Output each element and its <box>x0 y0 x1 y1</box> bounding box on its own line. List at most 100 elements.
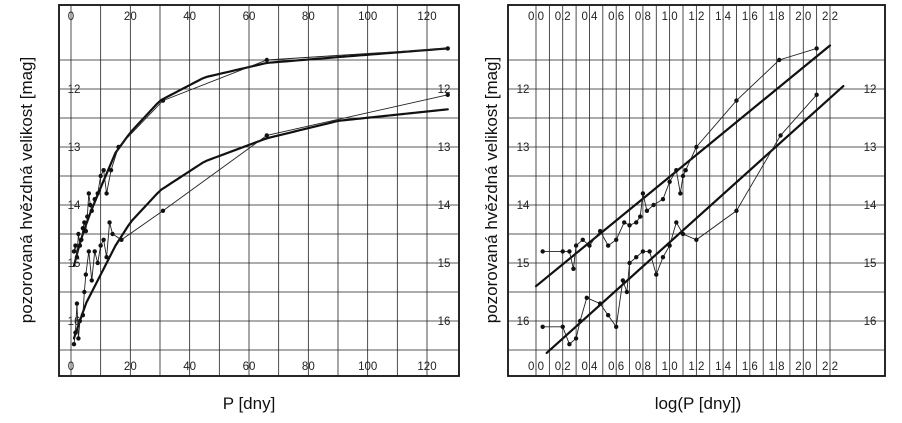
x-tick-label-bottom: 80 <box>302 361 315 373</box>
min-data-point <box>624 289 630 295</box>
min-data-point <box>584 295 589 300</box>
x-tick-label-bottom: 2.0 <box>795 361 811 373</box>
max-data-point <box>98 173 103 179</box>
min-data-point <box>86 249 92 254</box>
x-tick-label-bottom: 20 <box>124 361 137 373</box>
x-tick-label-top: 0.6 <box>608 11 624 23</box>
y-tick-label-left: 12 <box>517 84 530 96</box>
min-data-point <box>597 301 603 306</box>
min-data-point <box>445 92 450 98</box>
max-data-point <box>80 226 86 231</box>
min-data-point <box>674 220 679 225</box>
min-data-point <box>605 313 611 318</box>
x-tick-label-top: 100 <box>358 11 377 23</box>
max-fit-line <box>72 47 449 267</box>
min-data-point <box>89 278 94 283</box>
y-tick-label-right: 14 <box>438 200 451 212</box>
min-data-point <box>82 289 87 295</box>
max-data-point <box>83 228 89 234</box>
max-data-point <box>644 208 650 213</box>
max-data-point <box>734 98 739 103</box>
x-tick-label-top: 0 <box>68 11 74 23</box>
x-tick-label-top: 1.6 <box>742 11 758 23</box>
max-data-point <box>77 243 83 248</box>
max-fit-line <box>534 44 832 288</box>
max-data-point <box>777 57 782 63</box>
y-tick-label-left: 15 <box>68 258 81 270</box>
min-data-point <box>634 255 639 260</box>
min-data-point <box>110 231 115 237</box>
max-data-point <box>580 237 585 242</box>
x-tick-label-top: 120 <box>417 11 436 23</box>
min-data-point <box>74 301 80 306</box>
max-data-point <box>680 173 686 179</box>
min-data-point <box>778 133 783 138</box>
left-tick-labels: 0 0 20 20 40 40 60 60 80 80 100 100 120 120 12 12 13 13 14… <box>68 11 451 373</box>
max-data-point <box>85 214 90 219</box>
x-tick-label-bottom: 1.2 <box>688 361 704 373</box>
min-fit-line <box>545 85 845 354</box>
max-data-point <box>667 179 672 184</box>
max-data-point <box>694 144 699 150</box>
min-fit-line <box>72 108 449 340</box>
max-data-point <box>540 249 545 254</box>
max-data-point <box>587 243 592 248</box>
right-tick-labels: 0.0 0.0 0.2 0.2 0.4 0.4 0.6 0.6 0.8 0.8 1.0 1.0 1.2 1… <box>517 11 877 373</box>
min-data-point <box>814 92 819 98</box>
max-data-point <box>89 208 94 213</box>
x-tick-label-bottom: 1.6 <box>742 361 758 373</box>
y-tick-label-left: 14 <box>68 200 81 212</box>
min-data-point <box>694 237 699 242</box>
x-tick-label-bottom: 120 <box>417 361 436 373</box>
max-data-point <box>116 144 121 150</box>
min-data-point <box>567 342 572 347</box>
x-tick-label-top: 2.0 <box>795 11 811 23</box>
max-data-point <box>571 266 576 271</box>
max-data-point <box>627 223 632 228</box>
x-tick-label-top: 1.8 <box>769 11 785 23</box>
left-plot-frame <box>58 4 460 377</box>
min-data-point <box>107 220 112 225</box>
y-tick-label-right: 14 <box>864 200 877 212</box>
max-data-point <box>560 249 565 254</box>
max-data-point <box>79 237 84 242</box>
x-tick-label-top: 2.2 <box>822 11 838 23</box>
min-data-point <box>577 318 583 324</box>
min-data-point <box>80 313 86 318</box>
x-tick-label-bottom: 1.0 <box>662 361 678 373</box>
left-x-axis-label: P [dny] <box>223 394 276 413</box>
x-tick-label-bottom: 2.2 <box>822 361 838 373</box>
y-tick-label-left: 14 <box>517 200 530 212</box>
x-tick-label-top: 0.8 <box>635 11 651 23</box>
max-data-point <box>86 191 92 196</box>
max-observation-line <box>542 47 817 269</box>
max-data-point <box>638 214 643 219</box>
max-data-point <box>76 231 81 237</box>
y-tick-label-left: 13 <box>517 142 530 154</box>
x-tick-label-bottom: 0.8 <box>635 361 651 373</box>
min-data-point <box>101 237 106 242</box>
max-data-point <box>264 57 269 63</box>
max-data-point <box>660 197 666 202</box>
left-data-marks <box>71 46 450 347</box>
y-tick-label-left: 16 <box>517 316 530 328</box>
max-data-point <box>613 237 619 242</box>
left-grid <box>59 5 459 376</box>
min-data-point <box>119 237 124 242</box>
y-tick-label-right: 13 <box>438 142 451 154</box>
max-data-point <box>101 168 106 173</box>
right-plot-panel: 0.0 0.0 0.2 0.2 0.4 0.4 0.6 0.6 0.8 0.8 1.0 1.0 1.2 1… <box>507 4 886 377</box>
x-tick-label-bottom: 0.4 <box>581 361 598 373</box>
y-tick-label-right: 16 <box>438 316 451 328</box>
min-data-point <box>83 272 89 277</box>
min-data-point <box>73 330 78 335</box>
min-data-point <box>734 208 739 213</box>
min-data-point <box>104 255 109 260</box>
min-data-point <box>573 336 579 341</box>
y-tick-label-left: 13 <box>68 142 81 154</box>
max-data-point <box>678 191 683 196</box>
min-data-point <box>613 324 619 329</box>
y-tick-label-right: 16 <box>864 316 877 328</box>
max-data-point <box>651 202 656 208</box>
y-tick-label-left: 12 <box>68 84 81 96</box>
